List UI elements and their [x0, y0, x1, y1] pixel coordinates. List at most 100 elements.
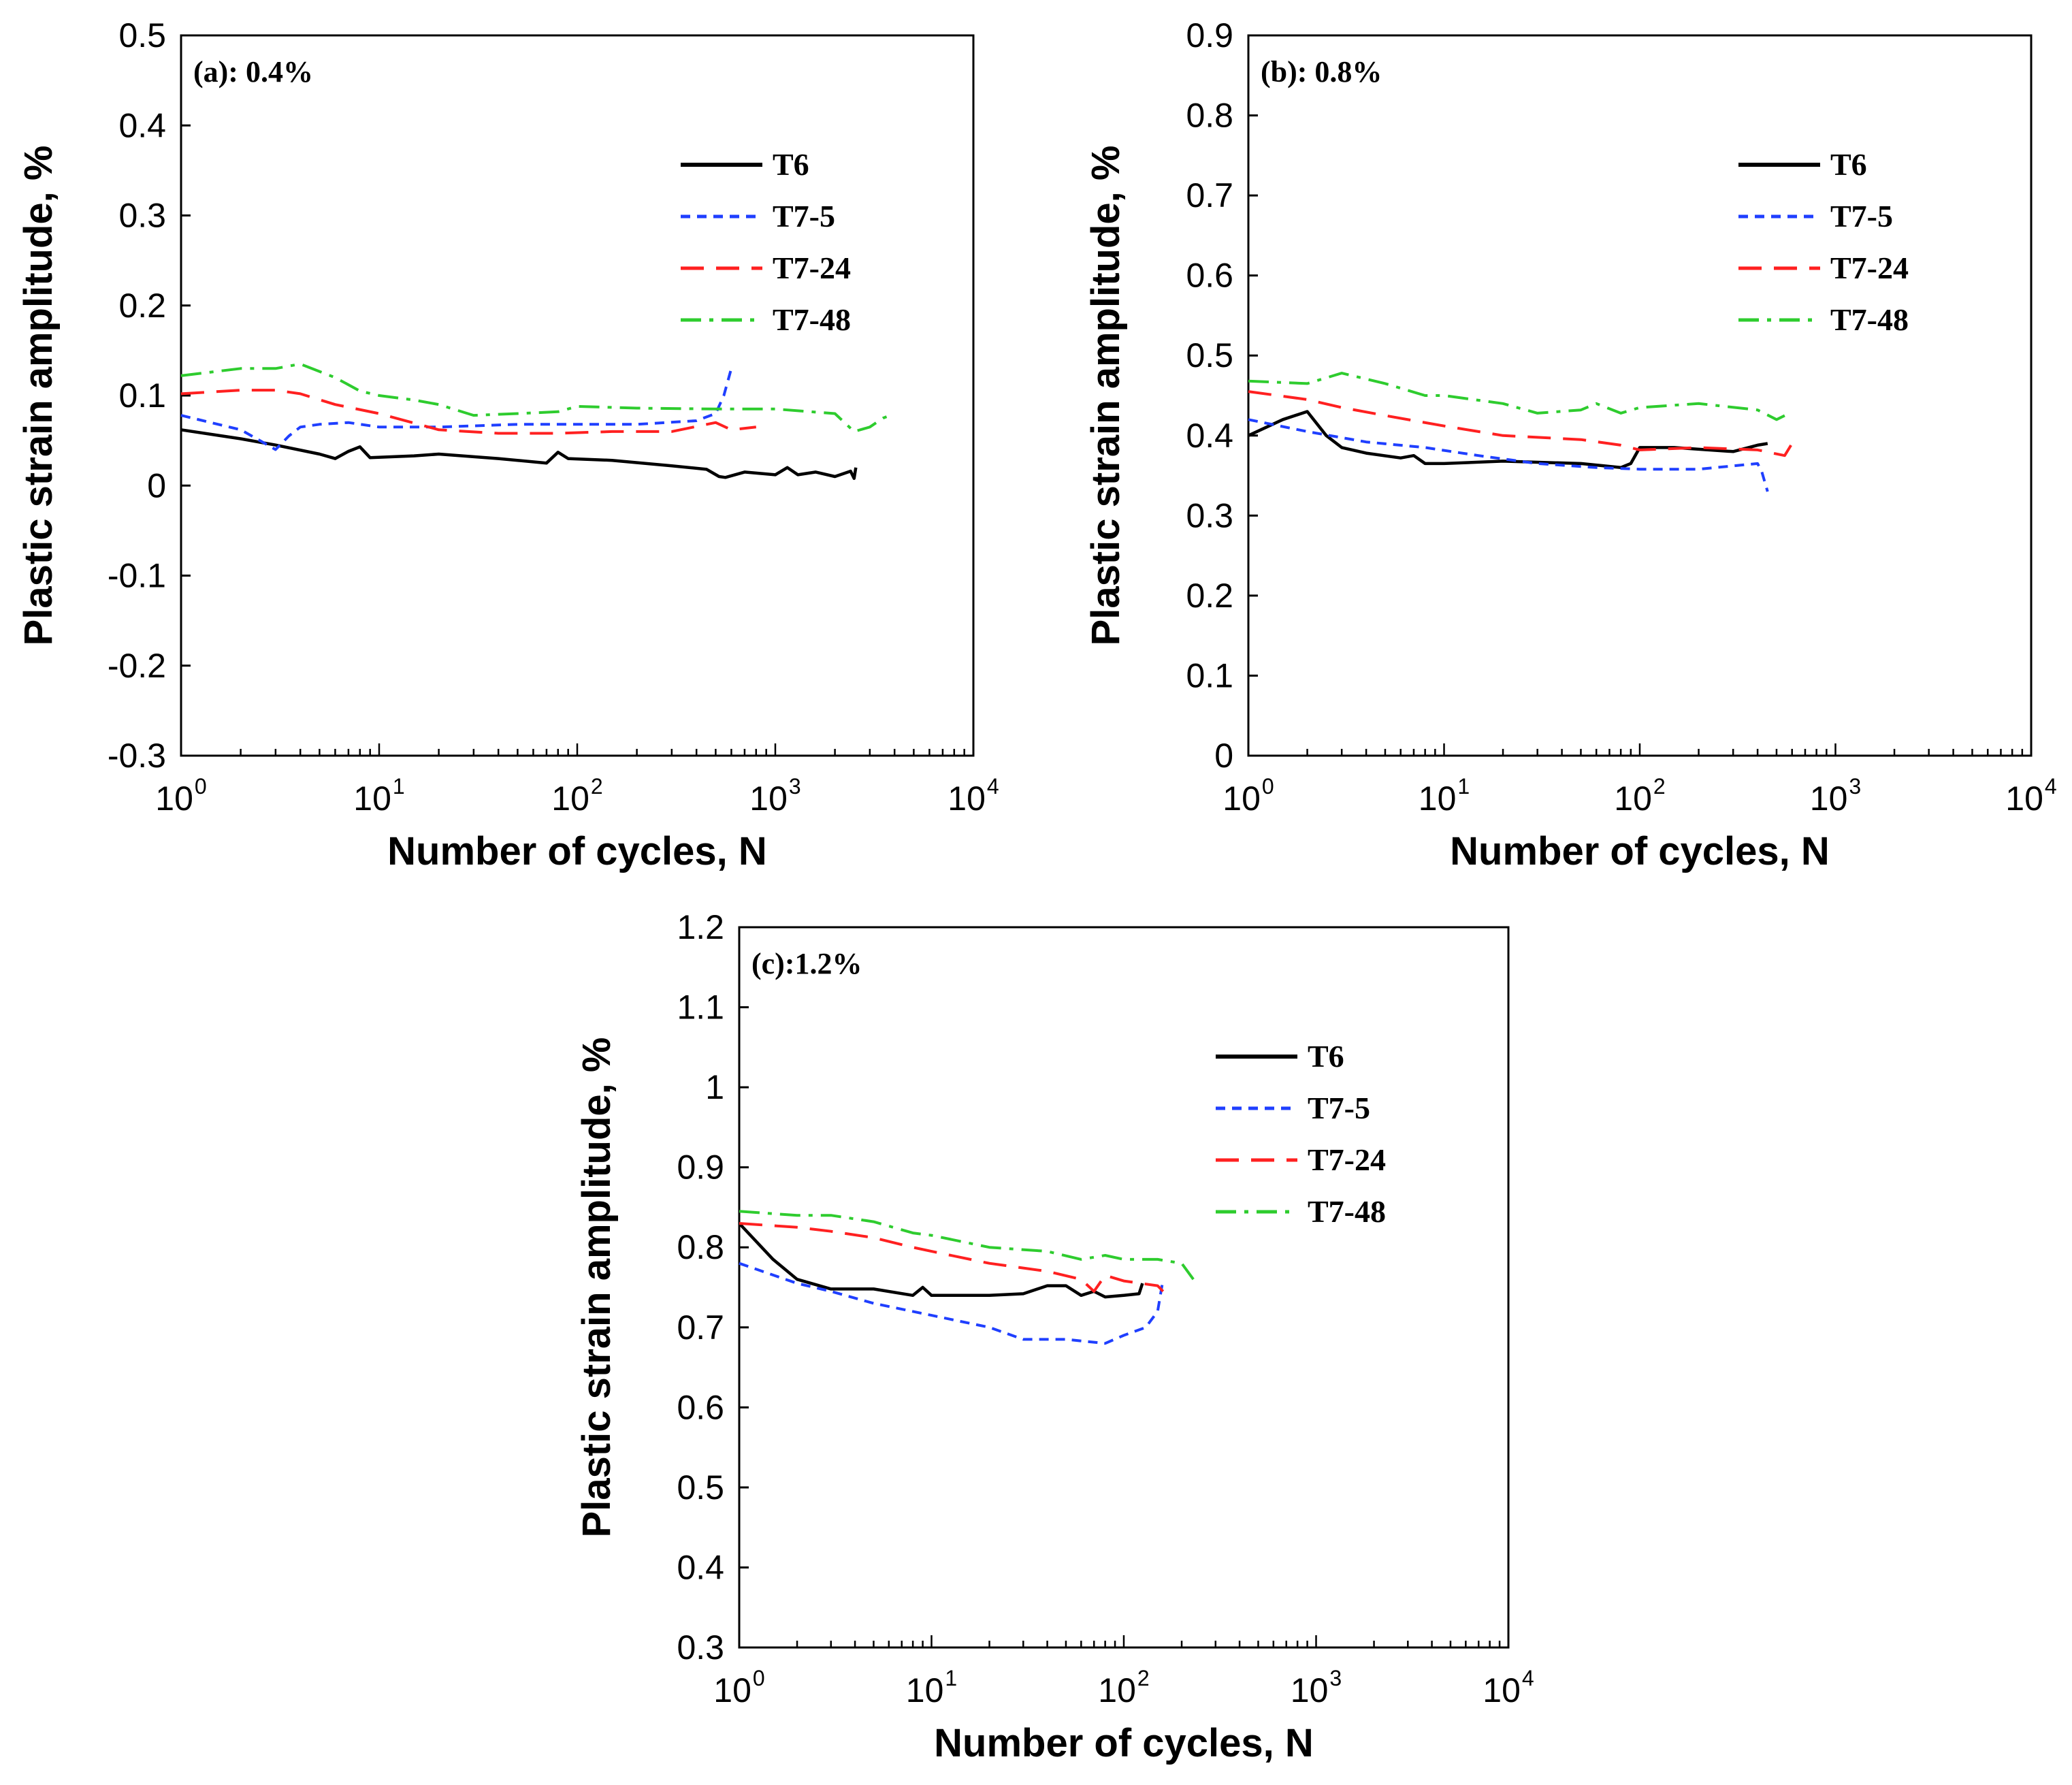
- x-tick-exponent: 4: [2045, 774, 2057, 799]
- x-tick-base: 10: [713, 1671, 751, 1709]
- y-tick-label: 0.5: [1186, 336, 1233, 374]
- x-tick-base: 10: [906, 1671, 944, 1709]
- legend-label-t7-24: T7-24: [1830, 251, 1909, 285]
- legend-label-t7-5: T7-5: [1308, 1091, 1370, 1125]
- y-tick-label: 0.1: [118, 376, 166, 415]
- x-tick-base: 10: [1810, 779, 1848, 818]
- y-tick-label: 1.1: [677, 988, 724, 1027]
- x-tick-exponent: 2: [1137, 1666, 1150, 1690]
- x-tick-base: 10: [948, 779, 986, 818]
- y-tick-label: 0.3: [1186, 496, 1233, 534]
- x-tick-label: 100: [713, 1666, 764, 1709]
- x-tick-label: 100: [155, 774, 206, 818]
- y-tick-label: 0.4: [677, 1548, 724, 1586]
- x-tick-base: 10: [1483, 1671, 1521, 1709]
- series-line-t7-24: [180, 389, 757, 435]
- legend-label-t7-5: T7-5: [773, 199, 835, 234]
- x-tick-label: 104: [2005, 774, 2056, 818]
- x-tick-base: 10: [749, 779, 788, 818]
- x-tick-label: 102: [1098, 1666, 1149, 1709]
- x-tick-exponent: 3: [789, 774, 801, 799]
- y-tick-label: 0.6: [677, 1388, 724, 1426]
- x-tick-exponent: 0: [195, 774, 207, 799]
- y-tick-label: 0.4: [1186, 417, 1233, 455]
- x-tick-label: 102: [551, 774, 602, 818]
- y-tick-label: 0.5: [118, 16, 166, 54]
- y-tick-label: 0.3: [118, 197, 166, 235]
- x-tick-exponent: 1: [393, 774, 405, 799]
- series-line-t7-5: [180, 368, 733, 451]
- plot-frame-a: [180, 34, 975, 757]
- y-tick-label: 1: [705, 1068, 724, 1106]
- y-tick-label: 0.4: [118, 106, 166, 144]
- plot-frame-c: [738, 926, 1510, 1649]
- x-tick-label: 101: [353, 774, 404, 818]
- x-tick-exponent: 2: [591, 774, 603, 799]
- x-axis-title: Number of cycles, N: [1450, 829, 1830, 873]
- x-tick-label: 103: [1810, 774, 1861, 818]
- y-axis-title: Plastic strain amplitude, %: [16, 146, 61, 646]
- x-tick-label: 102: [1614, 774, 1665, 818]
- y-tick-label: 0.6: [1186, 257, 1233, 295]
- y-tick-label: 0.9: [1186, 16, 1233, 54]
- legend-label-t7-48: T7-48: [1830, 302, 1909, 337]
- series-line-t7-48: [739, 1210, 1195, 1281]
- legend-label-t6: T6: [1308, 1039, 1344, 1074]
- series-line-t7-24: [1248, 390, 1794, 457]
- y-tick-label: 0.1: [1186, 656, 1233, 694]
- x-tick-base: 10: [551, 779, 589, 818]
- series-line-t7-24: [739, 1222, 1165, 1293]
- y-tick-label: 0: [147, 466, 166, 504]
- x-tick-label: 101: [906, 1666, 957, 1709]
- series-line-t7-48: [1248, 372, 1785, 421]
- y-axis-title: Plastic strain amplitude, %: [1084, 146, 1128, 646]
- x-tick-exponent: 1: [945, 1666, 957, 1690]
- x-axis-title: Number of cycles, N: [387, 829, 767, 873]
- x-tick-base: 10: [1614, 779, 1652, 818]
- y-tick-label: -0.1: [108, 557, 166, 595]
- x-tick-exponent: 4: [987, 774, 999, 799]
- legend-label-t6: T6: [773, 147, 809, 182]
- y-tick-label: 0.7: [677, 1308, 724, 1347]
- y-tick-label: 0.2: [118, 287, 166, 325]
- x-tick-label: 100: [1223, 774, 1274, 818]
- y-tick-label: -0.2: [108, 647, 166, 685]
- y-tick-label: 0.8: [1186, 97, 1233, 135]
- y-tick-label: 0.2: [1186, 577, 1233, 615]
- x-tick-label: 101: [1419, 774, 1470, 818]
- x-tick-label: 104: [948, 774, 999, 818]
- x-tick-base: 10: [155, 779, 193, 818]
- x-tick-base: 10: [353, 779, 391, 818]
- legend-label-t7-5: T7-5: [1830, 199, 1893, 234]
- x-tick-exponent: 2: [1653, 774, 1666, 799]
- x-axis-title: Number of cycles, N: [934, 1721, 1314, 1765]
- x-tick-base: 10: [1419, 779, 1457, 818]
- x-tick-exponent: 4: [1522, 1666, 1534, 1690]
- x-tick-base: 10: [1223, 779, 1261, 818]
- legend-label-t7-48: T7-48: [1308, 1194, 1386, 1229]
- x-tick-exponent: 0: [753, 1666, 765, 1690]
- x-tick-base: 10: [1098, 1671, 1136, 1709]
- series-line-t6: [180, 428, 858, 480]
- legend-label-t6: T6: [1830, 147, 1867, 182]
- panel-label: (c):1.2%: [751, 947, 862, 980]
- x-tick-label: 103: [749, 774, 800, 818]
- y-tick-label: 1.2: [677, 908, 724, 946]
- x-tick-exponent: 1: [1457, 774, 1470, 799]
- y-tick-label: 0.9: [677, 1148, 724, 1187]
- x-tick-base: 10: [2005, 779, 2043, 818]
- x-tick-base: 10: [1291, 1671, 1329, 1709]
- x-tick-exponent: 3: [1329, 1666, 1342, 1690]
- series-line-t7-5: [739, 1261, 1165, 1345]
- y-tick-label: 0.3: [677, 1628, 724, 1667]
- y-tick-label: 0.8: [677, 1228, 724, 1266]
- panel-label: (a): 0.4%: [193, 55, 313, 89]
- panel-label: (b): 0.8%: [1261, 55, 1382, 89]
- series-line-t7-5: [1248, 418, 1769, 492]
- plot-frame-b: [1247, 34, 2033, 757]
- y-tick-label: 0.7: [1186, 176, 1233, 214]
- legend-label-t7-24: T7-24: [773, 251, 851, 285]
